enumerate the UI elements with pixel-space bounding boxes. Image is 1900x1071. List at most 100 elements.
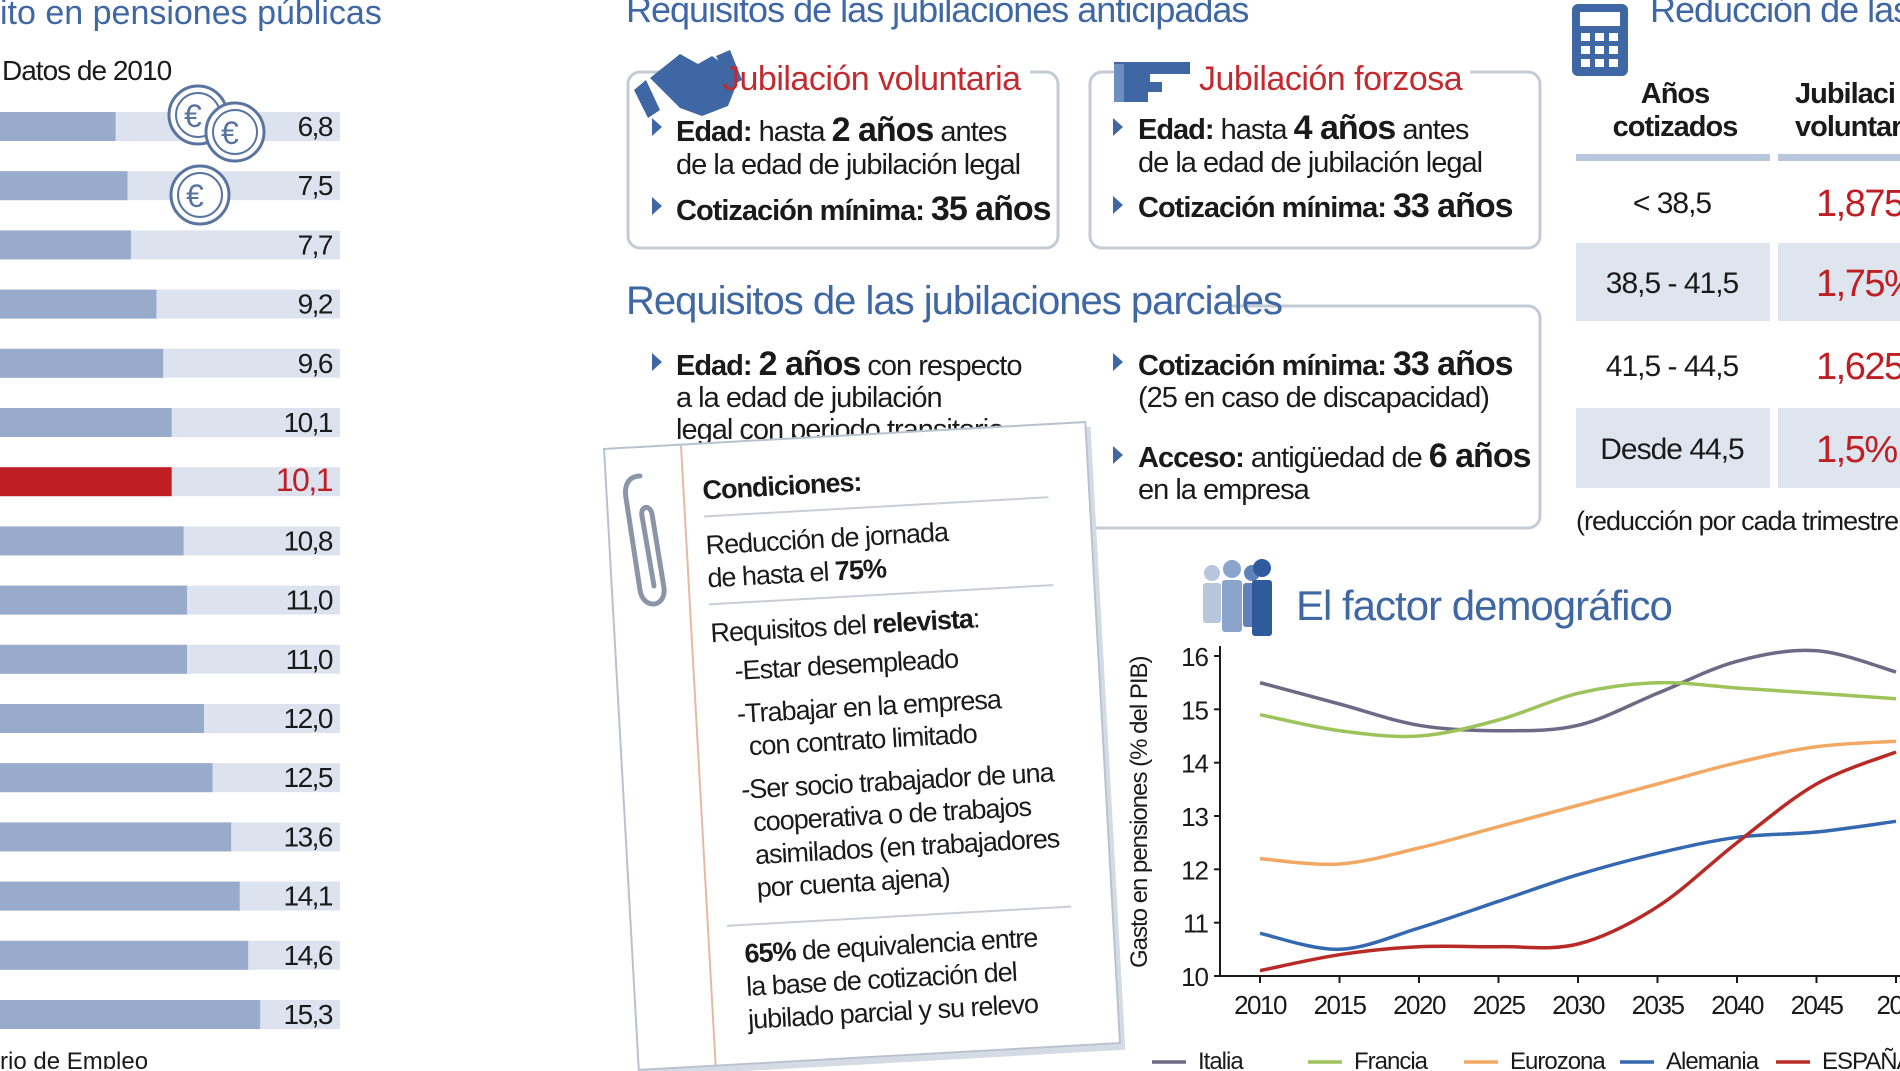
line-chart-title: El factor demográfico [1296, 582, 1672, 629]
series-line-españa [1259, 750, 1897, 973]
parciales-cot-value: 33 años [1393, 345, 1513, 383]
voluntaria-title: Jubilación voluntaria [723, 60, 1021, 98]
y-tick-label: 10 [1181, 962, 1208, 992]
series-line-alemania [1259, 819, 1897, 952]
voluntaria-cot-value: 35 años [931, 190, 1051, 228]
table-cell-years: Desde 44,5 [1600, 433, 1744, 466]
condiciones-reduccion-line2: de hasta el [706, 556, 836, 594]
bar-value-label: 10,1 [276, 462, 333, 498]
voluntaria-edad-lead: Edad: [676, 116, 752, 148]
svg-text:Acceso: antigüedad de 6 años: Acceso: antigüedad de 6 años [1138, 437, 1531, 475]
bar [0, 763, 213, 793]
bar [0, 585, 187, 615]
table-row-bg [1778, 243, 1900, 321]
forzosa-edad-value: 4 años [1294, 109, 1396, 147]
legend-label: Alemania [1666, 1048, 1760, 1069]
svg-text:€: € [186, 178, 204, 214]
bar [0, 467, 172, 497]
forzosa-cot-value: 33 años [1393, 187, 1513, 225]
table-cell-value: 1,875% [1816, 183, 1900, 225]
x-tick-label: 2025 [1473, 990, 1526, 1020]
table-cell-value: 1,625% [1816, 346, 1900, 388]
table-row-bg [1778, 408, 1900, 488]
parciales-edad-line2: a la edad de jubilación [676, 382, 942, 414]
bar [0, 822, 232, 852]
left-panel-title: ito en pensiones públicas [0, 0, 382, 32]
parciales-cot-lead: Cotización mínima: [1138, 350, 1386, 382]
x-tick-label: 2040 [1711, 990, 1764, 1020]
svg-text:Cotización mínima: 35 años: Cotización mínima: 35 años [676, 190, 1051, 228]
voluntaria-edad-tail: antes [933, 116, 1006, 148]
bar-value-label: 15,3 [284, 999, 333, 1030]
condiciones-note: Condiciones: Reducción de jornada de has… [603, 420, 1122, 1071]
bar-value-label: 6,8 [298, 111, 333, 142]
bullet-icon [652, 197, 662, 215]
legend-label: Eurozona [1510, 1048, 1606, 1069]
condiciones-relevista-lead: Requisitos del [709, 609, 874, 649]
parciales-acceso-lead: Acceso: [1138, 442, 1244, 474]
pointing-hand-icon [1114, 62, 1190, 102]
parciales-box [1078, 304, 1542, 530]
svg-text:€: € [184, 98, 202, 134]
forzosa-edad-mid: hasta [1214, 114, 1294, 146]
x-tick-label: 2045 [1791, 990, 1844, 1020]
forzosa-edad-line2: de la edad de jubilación legal [1138, 147, 1482, 179]
bar-value-label: 9,6 [298, 348, 333, 379]
y-tick-label: 16 [1181, 642, 1208, 672]
forzosa-edad-lead: Edad: [1138, 114, 1214, 146]
bar-value-label: 14,6 [284, 940, 333, 971]
bullet-icon [652, 118, 662, 136]
parciales-edad-value: 2 años [759, 345, 861, 383]
bar-value-label: 10,1 [284, 407, 333, 438]
bar [0, 348, 164, 378]
bar-value-label: 7,5 [298, 170, 333, 201]
parciales-acceso-mid: antigüedad de [1244, 442, 1429, 474]
parciales-acceso-value: 6 años [1429, 437, 1531, 475]
bar [0, 526, 184, 556]
voluntaria-cot-lead: Cotización mínima: [676, 195, 924, 227]
svg-text:Cotización mínima: 33 años: Cotización mínima: 33 años [1138, 187, 1513, 225]
legend-label: Italia [1198, 1048, 1244, 1069]
bar [0, 171, 128, 201]
parciales-edad-lead: Edad: [676, 350, 752, 382]
bar-value-label: 13,6 [284, 821, 333, 852]
condiciones-relevista-bold: relevista [871, 603, 974, 640]
reduccion-title: Reducción de las [1650, 0, 1900, 30]
bar-value-label: 12,0 [284, 703, 333, 734]
forzosa-edad-tail: antes [1395, 114, 1468, 146]
condiciones-equivalencia: 65% de equivalencia entre la base de cot… [743, 922, 1039, 1035]
left-panel-subtitle: Datos de 2010 [2, 55, 172, 86]
pension-line-chart: 16 15 14 13 12 11 10 2010 2015 2020 2025 2030 2035 20… [1152, 642, 1900, 1069]
reduccion-table-rows: < 38,5 1,875% 38,5 - 41,5 1,75% 41,5 - 44,5 1… [1576, 183, 1900, 488]
reduccion-col2-header: Jubilaci voluntar [1795, 78, 1900, 143]
svg-text:Cotización mínima: 33 años: Cotización mínima: 33 años [1138, 345, 1513, 383]
y-tick-label: 11 [1183, 909, 1209, 939]
x-tick-label: 205 [1877, 990, 1900, 1020]
voluntaria-edad-line2: de la edad de jubilación legal [676, 149, 1020, 181]
left-panel-source: rio de Empleo [0, 1048, 148, 1069]
euro-coins-icon: € € € [167, 84, 266, 226]
parciales-cot-line2: (25 en caso de discapacidad) [1138, 382, 1489, 414]
legend-label: ESPAÑA [1822, 1048, 1900, 1069]
table-cell-value: 1,75% [1816, 263, 1900, 305]
anticipadas-title: Requisitos de las jubilaciones anticipad… [626, 0, 1248, 30]
series-line-italia [1259, 648, 1897, 733]
x-tick-label: 2035 [1632, 990, 1685, 1020]
bullet-icon [652, 353, 662, 371]
condiciones-relevista-colon: : [971, 603, 981, 634]
x-tick-label: 2010 [1234, 990, 1287, 1020]
bullet-icon [1113, 446, 1123, 464]
bar [0, 230, 131, 260]
x-tick-label: 2015 [1314, 990, 1367, 1020]
table-cell-years: 38,5 - 41,5 [1606, 267, 1739, 300]
bar-value-label: 11,0 [286, 585, 333, 616]
bar-value-label: 14,1 [284, 881, 333, 912]
y-tick-label: 14 [1181, 749, 1208, 779]
bar [0, 881, 240, 911]
forzosa-title: Jubilación forzosa [1199, 60, 1463, 98]
line-chart-ylabel: Gasto en pensiones (% del PIB) [1126, 656, 1153, 968]
condiciones-title: Condiciones: [701, 466, 863, 506]
condiciones-reduccion-value: 75% [834, 553, 887, 587]
bar [0, 112, 116, 141]
bar [0, 289, 157, 319]
